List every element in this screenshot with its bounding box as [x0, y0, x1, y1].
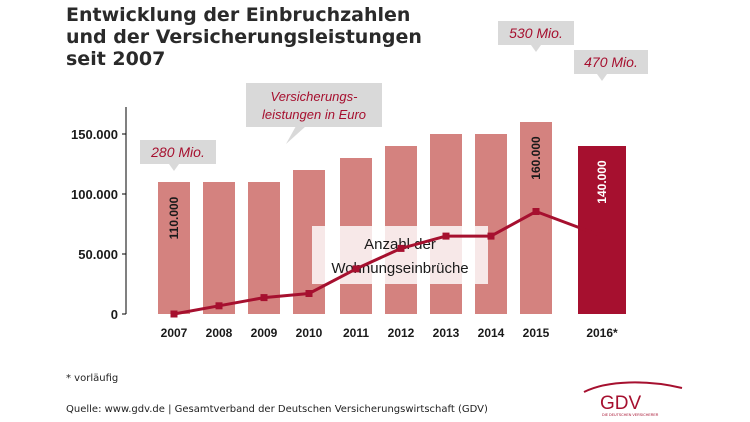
callout-pointer: [169, 164, 179, 171]
callout-pointer: [597, 74, 607, 81]
line-point: [170, 310, 178, 318]
logo-text: GDV: [600, 393, 642, 414]
line-callout-label: 530 Mio.: [509, 25, 563, 41]
x-tick-label: 2013: [433, 326, 460, 340]
line-callout-label: 280 Mio.: [150, 144, 205, 160]
x-tick-label: 2015: [523, 326, 550, 340]
line-point: [260, 294, 268, 302]
bar-data-label: 140.000: [595, 160, 609, 204]
callout-pointer: [531, 45, 541, 52]
line-point: [352, 265, 360, 273]
line-point: [215, 302, 223, 310]
logo-subtext: DIE DEUTSCHEN VERSICHERER: [602, 413, 659, 417]
x-tick-label: 2012: [388, 326, 415, 340]
bar-data-label: 160.000: [529, 136, 543, 180]
x-tick-label: 2011: [343, 326, 369, 340]
source-line: Quelle: www.gdv.de | Gesamtverband der D…: [66, 404, 488, 415]
y-tick-label: 0: [111, 307, 118, 322]
logo-swoosh-icon: [583, 381, 683, 393]
line-point: [598, 232, 606, 240]
line-series-label-box: [246, 83, 382, 127]
y-tick-label: 50.000: [78, 247, 118, 262]
bar-series-label: Anzahl der: [364, 236, 436, 253]
x-tick-label: 2009: [251, 326, 278, 340]
line-series: [173, 210, 603, 316]
line-series-label: Versicherungs-: [271, 89, 359, 104]
x-tick-label: 2007: [161, 326, 188, 340]
bar: [203, 182, 235, 314]
footnote: * vorläufig: [66, 373, 119, 384]
callout-box: [574, 50, 648, 74]
callout-box: [140, 140, 216, 164]
bar: [475, 134, 507, 314]
x-tick-label: 2008: [206, 326, 233, 340]
line-point: [532, 208, 540, 215]
y-tick-label: 100.000: [71, 187, 118, 202]
line-callout-label: 470 Mio.: [584, 54, 638, 70]
chart-title: Entwicklung der Einbruchzahlen und der V…: [66, 4, 422, 70]
bar: [430, 134, 462, 314]
line-series-label: leistungen in Euro: [262, 107, 366, 122]
bar: [158, 182, 190, 314]
x-tick-label: 2014: [478, 326, 505, 340]
line-point: [487, 232, 495, 240]
line-point: [305, 290, 313, 297]
line-series-label-pointer: [286, 126, 306, 144]
x-tick-label: 2010: [296, 326, 323, 340]
y-tick-label: 150.000: [71, 127, 118, 142]
callout-box: [498, 21, 574, 45]
x-tick-label: 2016*: [586, 326, 618, 340]
bar: [248, 182, 280, 314]
bar-data-label: 110.000: [167, 196, 181, 239]
gdv-logo: GDV DIE DEUTSCHEN VERSICHERER: [583, 381, 683, 417]
line-point: [442, 232, 450, 240]
line-point: [397, 244, 405, 252]
bar-series-label: Wohnungseinbrüche: [331, 260, 468, 277]
